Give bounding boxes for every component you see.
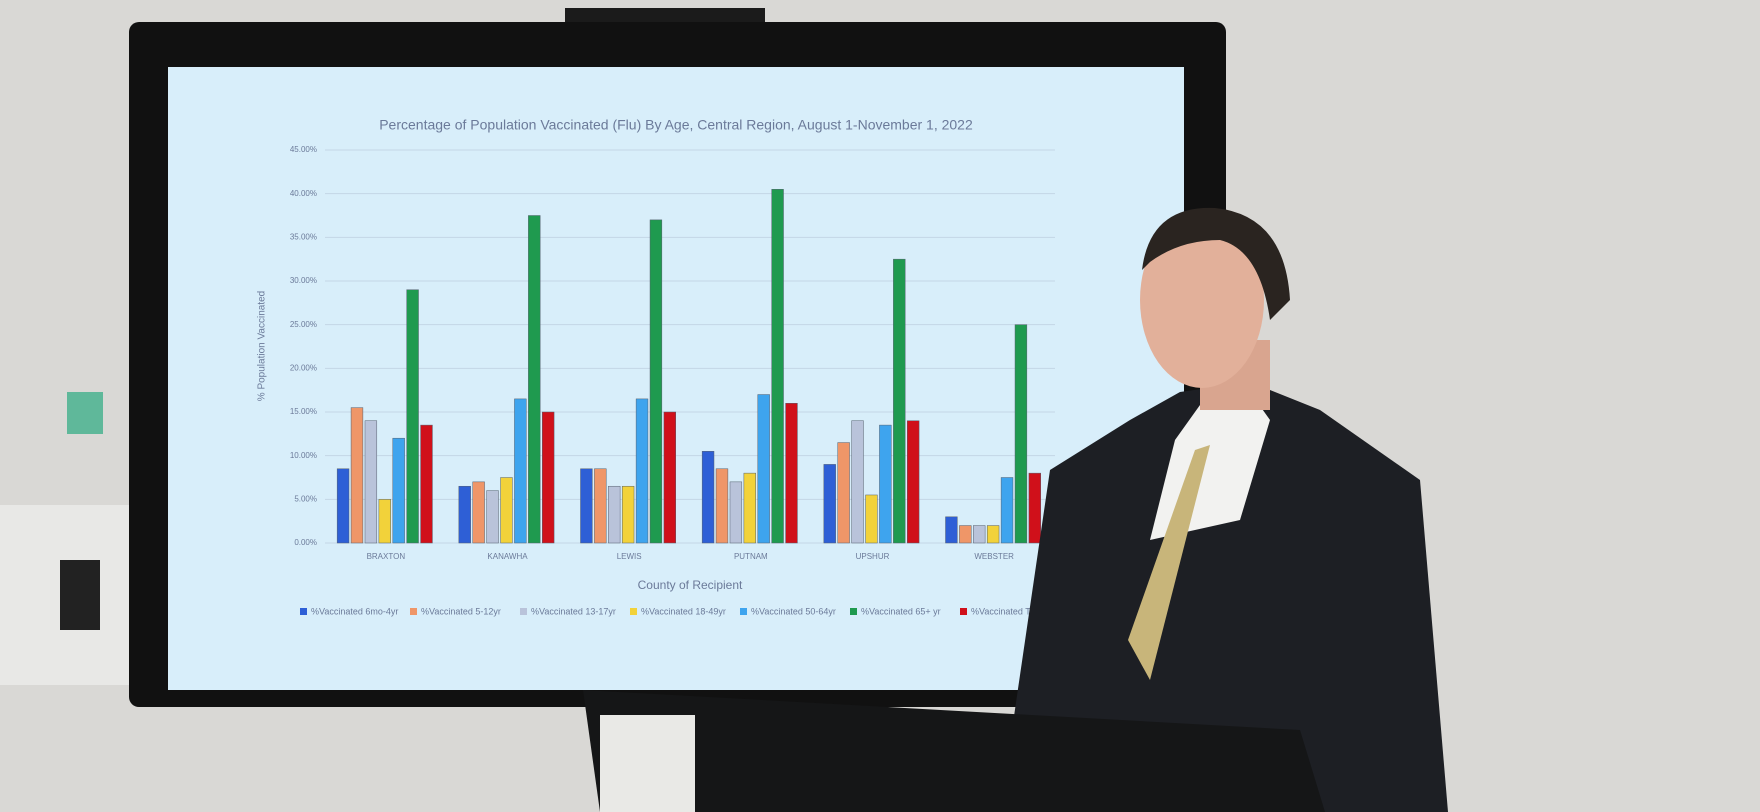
x-tick-label: LEWIS [617,552,642,561]
y-axis-label: % Population Vaccinated [257,291,268,401]
legend-swatch [740,608,747,615]
y-tick-label: 20.00% [290,363,317,372]
y-tick-label: 25.00% [290,320,317,329]
bar [823,464,836,544]
bar [486,490,499,544]
bar [729,481,743,544]
x-axis-label: County of Recipient [638,578,743,592]
y-tick-label: 45.00% [290,145,317,154]
bar [1014,324,1028,544]
y-tick-label: 40.00% [290,189,317,198]
podium-front [600,715,695,812]
y-tick-label: 15.00% [290,407,317,416]
bar [743,472,756,544]
bar [635,398,649,544]
bar [1028,472,1041,544]
chart-title: Percentage of Population Vaccinated (Flu… [379,117,973,133]
bar [500,477,513,544]
x-tick-label: BRAXTON [367,552,406,561]
y-tick-label: 0.00% [294,538,317,547]
legend-swatch [300,608,307,615]
bar [879,424,892,544]
bar [458,485,471,544]
podium [583,690,1325,812]
x-tick-label: UPSHUR [856,552,890,561]
legend-swatch [410,608,417,615]
y-tick-label: 30.00% [290,276,317,285]
plot: 0.00% 5.00% 10.00% 15.00% 20.00% 25.00% 30.00%… [290,145,1055,616]
legend-label: %Vaccinated 13-17yr [531,606,616,616]
legend-swatch [630,608,637,615]
bar [514,398,527,544]
bar [757,394,770,544]
bar [893,258,906,544]
bar [350,407,364,544]
bar [837,442,850,544]
bar [649,219,663,544]
bar [336,468,350,544]
bar [663,411,676,544]
bar [472,481,485,544]
sticky-note [67,392,103,434]
speaker [1000,207,1448,812]
bar [851,420,864,544]
x-tick-label: WEBSTER [974,552,1014,561]
legend-swatch [850,608,857,615]
bar [392,437,405,544]
suit [1000,382,1448,812]
legend-swatch [520,608,527,615]
bar [542,411,555,544]
bar [580,468,593,544]
x-tick-label: KANAWHA [487,552,528,561]
legend-label: %Vaccinated 50-64yr [751,606,836,616]
hair [1142,207,1290,320]
legend-label: %Vaccinated 5-12yr [421,606,501,616]
bar [594,468,607,544]
legend-swatch [960,608,967,615]
bar [785,403,798,544]
bar [378,499,391,544]
bar [406,289,419,544]
head [1140,212,1264,388]
bar [973,525,986,544]
bar [865,494,878,544]
y-tick-label: 5.00% [294,494,317,503]
bar [420,424,433,544]
bar [528,215,541,544]
bar [907,420,920,544]
bar [945,516,958,544]
bar [959,525,972,544]
bar [364,420,378,544]
x-tick-label: PUTNAM [734,552,768,561]
y-tick-label: 10.00% [290,451,317,460]
tie [1128,445,1210,680]
wall-device [60,560,100,630]
bar [986,525,1000,544]
screen [168,67,1184,690]
bar [621,485,635,544]
legend-label: %Vaccinated Total [971,606,1044,616]
legend-label: %Vaccinated 6mo-4yr [311,606,398,616]
bar [701,451,715,544]
bar [771,189,784,544]
legend-label: %Vaccinated 65+ yr [861,606,941,616]
bar [1000,477,1014,544]
bar [608,485,621,544]
y-tick-label: 35.00% [290,232,317,241]
legend-label: %Vaccinated 18-49yr [641,606,726,616]
bar [715,468,729,544]
